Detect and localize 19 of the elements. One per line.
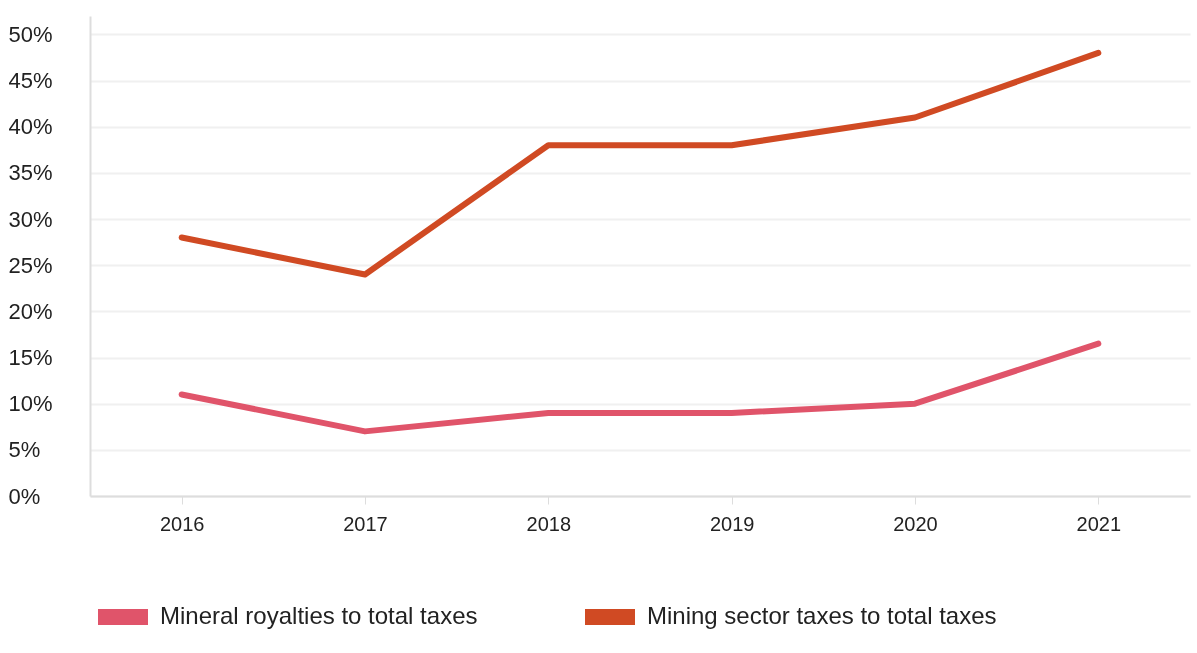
y-tick-label: 40% (8, 114, 53, 140)
legend-label: Mining sector taxes to total taxes (647, 602, 997, 629)
y-tick-label: 15% (8, 345, 53, 371)
y-tick-label: 20% (8, 298, 53, 324)
y-tick-label: 35% (8, 160, 53, 186)
y-tick-label: 5% (8, 437, 41, 463)
x-tick-label: 2016 (159, 512, 205, 535)
y-tick-label: 45% (8, 68, 53, 94)
x-tick-label: 2020 (893, 512, 938, 535)
x-tick-label: 2021 (1076, 512, 1122, 535)
x-tick-label: 2017 (343, 512, 388, 535)
y-tick-label: 30% (8, 206, 53, 232)
legend-label: Mineral royalties to total taxes (160, 602, 478, 629)
y-tick-label: 50% (8, 21, 53, 47)
x-tick-label: 2019 (709, 512, 755, 535)
y-tick-label: 0% (8, 483, 41, 509)
x-tick-label: 2018 (526, 512, 572, 535)
y-tick-label: 10% (8, 391, 53, 417)
y-tick-label: 25% (8, 252, 53, 278)
